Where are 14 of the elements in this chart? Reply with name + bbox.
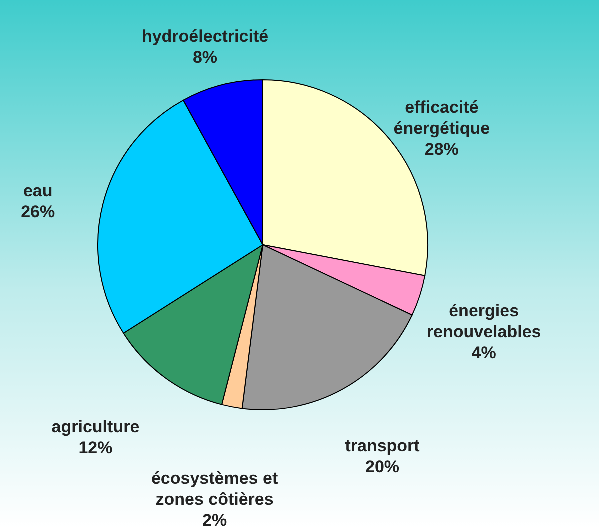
- slice-label: efficacité énergétique: [394, 98, 490, 138]
- data-label: 4%: [472, 344, 496, 363]
- slice-label: écosystèmes et zones côtières: [151, 469, 278, 510]
- data-label: 2%: [202, 511, 228, 528]
- data-label: 26%: [21, 202, 56, 222]
- slice-label: hydroélectricité: [142, 26, 269, 46]
- slice-label: eau: [23, 182, 53, 201]
- data-label: 20%: [366, 457, 400, 476]
- data-label: 28%: [424, 140, 459, 159]
- slice-label: énergies renouvelables: [426, 302, 542, 342]
- data-label: 8%: [192, 48, 218, 67]
- data-label: 12%: [78, 438, 113, 458]
- slice-label: transport: [345, 436, 420, 456]
- slice-label: agriculture: [52, 418, 140, 437]
